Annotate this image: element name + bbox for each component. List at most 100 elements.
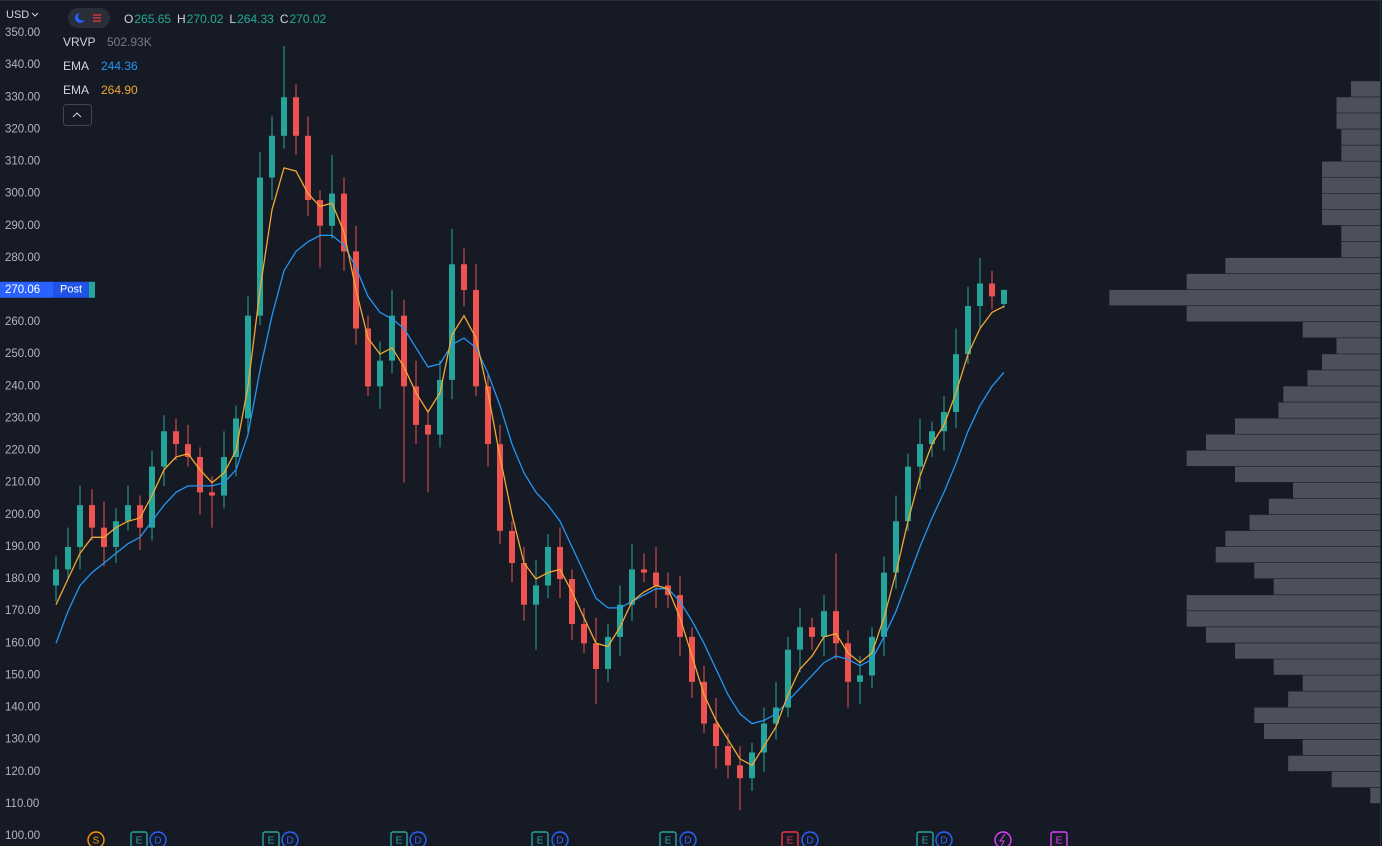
profile-bar	[1268, 498, 1380, 515]
candle-body	[809, 627, 815, 637]
candle-body	[269, 135, 275, 178]
profile-bar	[1341, 241, 1380, 258]
y-tick-label: 260.00	[5, 316, 40, 328]
y-tick-label: 170.00	[5, 605, 40, 617]
event-icon	[87, 831, 105, 846]
candle-body	[341, 193, 347, 252]
profile-bar	[1302, 739, 1380, 756]
candle-body	[521, 562, 527, 605]
candle-body	[881, 572, 887, 637]
profile-bar	[1322, 193, 1380, 210]
candle-body	[593, 643, 599, 669]
y-tick-label: 150.00	[5, 669, 40, 681]
profile-bar	[1225, 257, 1380, 274]
y-tick-label: 230.00	[5, 412, 40, 424]
profile-bar	[1283, 386, 1380, 402]
profile-bar	[1225, 530, 1380, 547]
currency-chevron[interactable]	[31, 12, 39, 17]
event-label: E	[268, 836, 275, 846]
profile-bar	[1249, 514, 1380, 531]
y-tick-label: 110.00	[5, 798, 39, 810]
event-label: D	[806, 836, 813, 846]
candle-body	[977, 283, 983, 307]
event-icon	[781, 831, 799, 846]
candle-body	[785, 649, 791, 708]
candle-body	[725, 746, 731, 766]
candle-body	[173, 431, 179, 445]
y-tick-label: 330.00	[5, 91, 40, 103]
event-icon	[999, 833, 1006, 846]
event-label: E	[665, 836, 672, 846]
profile-bar	[1370, 787, 1380, 804]
candle-body	[761, 723, 767, 753]
toggle[interactable]	[68, 8, 110, 28]
toggle-icon	[78, 12, 86, 21]
currency[interactable]: USD	[6, 9, 29, 21]
candle-body	[197, 456, 203, 493]
candle-body	[893, 521, 899, 573]
event-icon	[801, 831, 819, 846]
candle-body	[233, 418, 239, 457]
indicator-name[interactable]: VRVP	[63, 35, 95, 49]
profile-bar	[1186, 306, 1380, 322]
toggle-icon[interactable]	[93, 14, 101, 22]
indicator-name[interactable]: EMA	[63, 83, 89, 97]
candle-body	[305, 135, 311, 201]
profile-bar	[1302, 675, 1380, 691]
profile-bar	[1273, 579, 1380, 595]
event-icon	[130, 831, 148, 846]
candle-body	[989, 283, 995, 297]
event-icon	[551, 831, 569, 846]
candle-body	[905, 466, 911, 522]
event-icon	[935, 831, 953, 846]
profile-bar	[1254, 562, 1380, 579]
event-label: E	[1056, 836, 1063, 846]
candle-body	[545, 546, 551, 586]
candle-body	[437, 379, 443, 435]
profile-bar	[1336, 113, 1380, 129]
ema-line	[55, 234, 1005, 725]
y-tick-label: 120.00	[5, 766, 40, 778]
collapse-button[interactable]	[63, 104, 92, 126]
ohlc-label: H	[177, 12, 186, 26]
y-tick-label: 210.00	[5, 477, 40, 489]
event-label: D	[154, 836, 161, 846]
candle-body	[209, 492, 215, 496]
indicator-name[interactable]: EMA	[63, 59, 89, 73]
profile-bar	[1322, 209, 1380, 226]
candle-body	[605, 636, 611, 669]
candle-body	[533, 585, 539, 605]
y-tick-label: 140.00	[5, 702, 40, 714]
candle-body	[857, 675, 863, 682]
indicator-legend: VRVP 502.93K EMA 244.36 EMA 264.90	[63, 35, 152, 126]
event-label: D	[684, 836, 691, 846]
y-tick-label: 240.00	[5, 380, 40, 392]
candle-body	[377, 360, 383, 387]
candle-body	[449, 264, 455, 380]
candle-body	[89, 505, 95, 528]
y-tick-label: 190.00	[5, 541, 40, 553]
profile-bar	[1331, 771, 1380, 788]
profile-bar	[1186, 595, 1380, 611]
candle-body	[65, 546, 71, 570]
ohlc-value: 270.02	[187, 12, 224, 26]
collapse-icon[interactable]	[72, 112, 82, 118]
candle-body	[917, 444, 923, 467]
profile-bar	[1206, 627, 1380, 643]
candle-body	[641, 569, 647, 573]
candle-body	[953, 354, 959, 413]
y-tick-label: 180.00	[5, 573, 40, 585]
session-box	[53, 281, 89, 298]
profile-bar	[1254, 707, 1380, 723]
candle-body	[713, 723, 719, 747]
profile-bar	[1341, 225, 1380, 242]
indicator-value: 502.93K	[107, 35, 152, 49]
candle-body	[941, 412, 947, 432]
candle-body	[965, 306, 971, 355]
price-tag: 270.06 Post	[0, 281, 95, 298]
profile-bar	[1336, 97, 1380, 113]
profile-bar	[1206, 434, 1380, 450]
event-icon	[149, 831, 167, 846]
profile-bar	[1307, 370, 1380, 386]
